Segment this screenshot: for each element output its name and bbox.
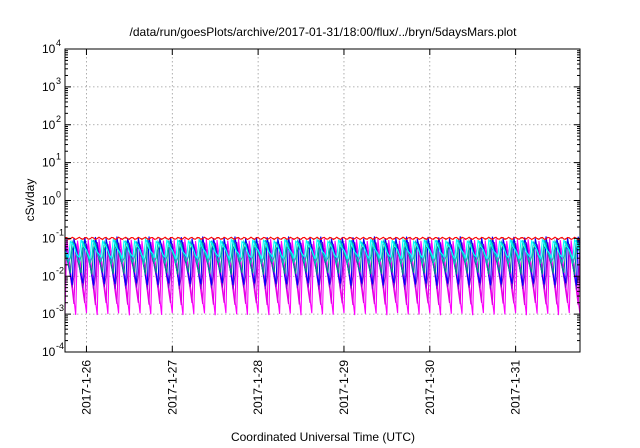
x-tick-label: 2017-1-31 [509, 360, 523, 415]
y-tick-label: 10 [42, 194, 56, 208]
y-tick-label: 10 [42, 231, 56, 245]
y-tick-label: 10 [42, 118, 56, 132]
series-line [64, 241, 581, 290]
x-tick-label: 2017-1-30 [423, 360, 437, 415]
series-line [64, 236, 581, 286]
y-tick-label: 10 [42, 269, 56, 283]
y-tick-label: 10 [42, 345, 56, 359]
y-tick-exponent: -1 [56, 227, 64, 237]
y-tick-exponent: -2 [56, 265, 64, 275]
series-line [64, 247, 581, 306]
series-line [64, 238, 581, 316]
y-tick-exponent: 0 [56, 190, 61, 200]
x-tick-label: 2017-1-27 [165, 360, 179, 415]
y-axis-label: cSv/day [23, 179, 37, 222]
series-group [64, 236, 581, 316]
ticks [65, 48, 580, 353]
x-tick-label: 2017-1-29 [337, 360, 351, 415]
x-tick-label: 2017-1-28 [251, 360, 265, 415]
y-tick-exponent: 4 [56, 38, 61, 48]
y-tick-label: 10 [42, 80, 56, 94]
y-tick-label: 10 [42, 156, 56, 170]
x-axis-label: Coordinated Universal Time (UTC) [231, 430, 415, 444]
chart-title: /data/run/goesPlots/archive/2017-01-31/1… [130, 25, 518, 39]
series-line [64, 237, 581, 262]
y-tick-label: 10 [42, 307, 56, 321]
x-tick-label: 2017-1-26 [79, 360, 93, 415]
y-tick-exponent: -4 [56, 341, 64, 351]
series-line [65, 236, 581, 241]
y-tick-exponent: -3 [56, 303, 64, 313]
y-tick-exponent: 3 [56, 76, 61, 86]
y-tick-exponent: 1 [56, 152, 61, 162]
series-line [64, 238, 581, 266]
y-tick-label: 10 [42, 42, 56, 56]
y-tick-exponent: 2 [56, 114, 61, 124]
